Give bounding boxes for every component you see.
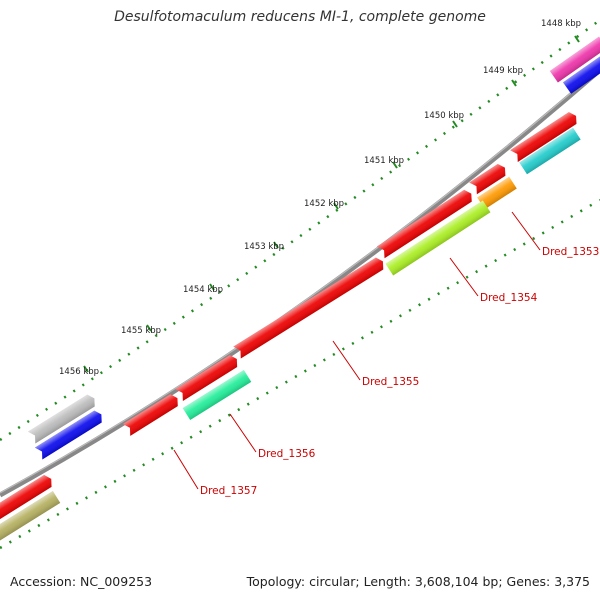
gene-label-dred-1356[interactable]: Dred_1356 <box>258 448 316 460</box>
leader-line-dred-1357 <box>173 449 199 490</box>
gene-red-a[interactable] <box>510 110 580 163</box>
leader-line-dred-1354 <box>449 257 479 297</box>
kbp-tick-label: 1450 kbp <box>424 111 464 121</box>
gene-label-dred-1357[interactable]: Dred_1357 <box>200 485 257 497</box>
kbp-tick-label: 1451 kbp <box>364 156 404 166</box>
gene-dred-1354[interactable] <box>385 200 491 276</box>
gene-label-dred-1355[interactable]: Dred_1355 <box>362 376 419 388</box>
gene-silver[interactable] <box>27 392 98 444</box>
major-tick <box>146 324 152 332</box>
outer-tick-ring <box>0 18 600 442</box>
kbp-tick-label: 1453 kbp <box>244 242 284 252</box>
gene-khaki[interactable] <box>0 490 61 545</box>
gene-red-left[interactable] <box>0 473 55 526</box>
gene-magenta[interactable] <box>549 36 600 83</box>
kbp-tick-label: 1455 kbp <box>121 326 161 336</box>
kbp-tick-label: 1456 kbp <box>59 367 99 377</box>
gene-red-d[interactable] <box>175 353 240 401</box>
gene-red-b[interactable] <box>469 162 508 195</box>
accession-text: Accession: NC_009253 <box>10 574 153 589</box>
kbp-tick-label: 1449 kbp <box>483 66 523 76</box>
genome-summary-text: Topology: circular; Length: 3,608,104 bp… <box>246 574 590 589</box>
gene-cyan[interactable] <box>519 127 581 175</box>
major-tick <box>392 161 398 169</box>
gene-dred-1356[interactable] <box>182 369 252 421</box>
kbp-tick-label: 1454 kbp <box>183 285 223 295</box>
major-tick <box>83 365 89 373</box>
map-title: Desulfotomaculum reducens MI-1, complete… <box>114 9 486 25</box>
major-tick <box>209 283 215 291</box>
major-tick <box>574 35 580 43</box>
gene-red-c[interactable] <box>376 188 475 259</box>
major-tick <box>273 241 279 249</box>
gene-label-dred-1353[interactable]: Dred_1353 <box>542 246 599 258</box>
gene-label-dred-1354[interactable]: Dred_1354 <box>480 292 538 304</box>
genome-backbone <box>0 68 600 498</box>
leader-line-dred-1353 <box>511 211 541 251</box>
genome-backbone-highlight <box>0 67 600 494</box>
kbp-tick-label: 1448 kbp <box>541 19 581 29</box>
gene-blue-left[interactable] <box>34 408 105 460</box>
major-tick <box>452 120 458 128</box>
major-tick <box>511 79 517 87</box>
gene-blue-top[interactable] <box>563 56 600 94</box>
leader-line-dred-1356 <box>229 413 257 453</box>
gene-dred-1357[interactable] <box>122 392 181 436</box>
gene-dred-1353[interactable] <box>477 176 517 210</box>
kbp-tick-label: 1452 kbp <box>304 199 344 209</box>
leader-line-dred-1355 <box>332 340 361 381</box>
major-tick <box>333 202 339 210</box>
gene-dred-1355[interactable] <box>233 255 386 359</box>
